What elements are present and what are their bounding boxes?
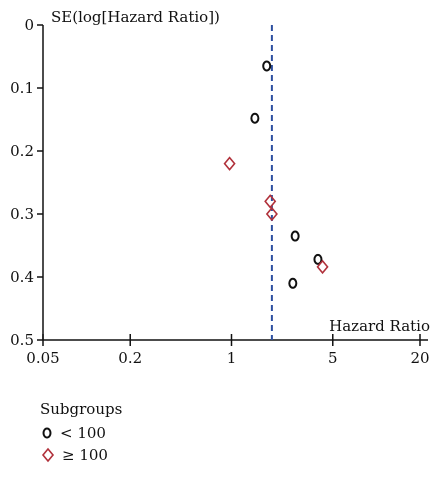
y-tick-label: 0.5: [10, 331, 34, 349]
y-tick-label: 0.1: [10, 79, 34, 97]
legend: Subgroups < 100 ≥ 100: [40, 400, 122, 466]
data-point-diamond: [264, 194, 277, 209]
y-axis-title: SE(log[Hazard Ratio]): [51, 8, 220, 26]
legend-label: < 100: [60, 424, 106, 442]
y-tick-label: 0.4: [10, 268, 34, 286]
x-axis-title: Hazard Ratio: [329, 317, 430, 335]
data-point-circle: [262, 60, 272, 72]
circle-marker-icon: [42, 427, 52, 439]
y-tick-label: 0.2: [10, 142, 34, 160]
data-point-circle: [290, 230, 300, 242]
data-point-circle: [288, 277, 298, 289]
x-tick-label: 0.2: [118, 349, 142, 367]
y-tick-label: 0.3: [10, 205, 34, 223]
data-point-circle: [250, 112, 260, 124]
diamond-marker-icon: [41, 447, 55, 463]
x-tick-label: 1: [227, 349, 237, 367]
funnel-plot: 0 0.1 0.2 0.3 0.4 0.5 0.05 0.2 1 5 20 SE(log[Haza…: [10, 8, 430, 367]
legend-title: Subgroups: [40, 400, 123, 418]
legend-item-under-100: < 100: [40, 422, 122, 444]
x-tick-label: 5: [328, 349, 338, 367]
legend-item-100-plus: ≥ 100: [40, 444, 122, 466]
x-tick-label: 20: [410, 349, 429, 367]
x-tick-label: 0.05: [26, 349, 59, 367]
y-tick-label: 0: [24, 16, 34, 34]
data-point-diamond: [265, 206, 278, 222]
data-point-diamond: [316, 259, 329, 275]
legend-label: ≥ 100: [62, 446, 108, 464]
data-point-diamond: [223, 156, 236, 171]
data-point-circle: [313, 253, 323, 265]
